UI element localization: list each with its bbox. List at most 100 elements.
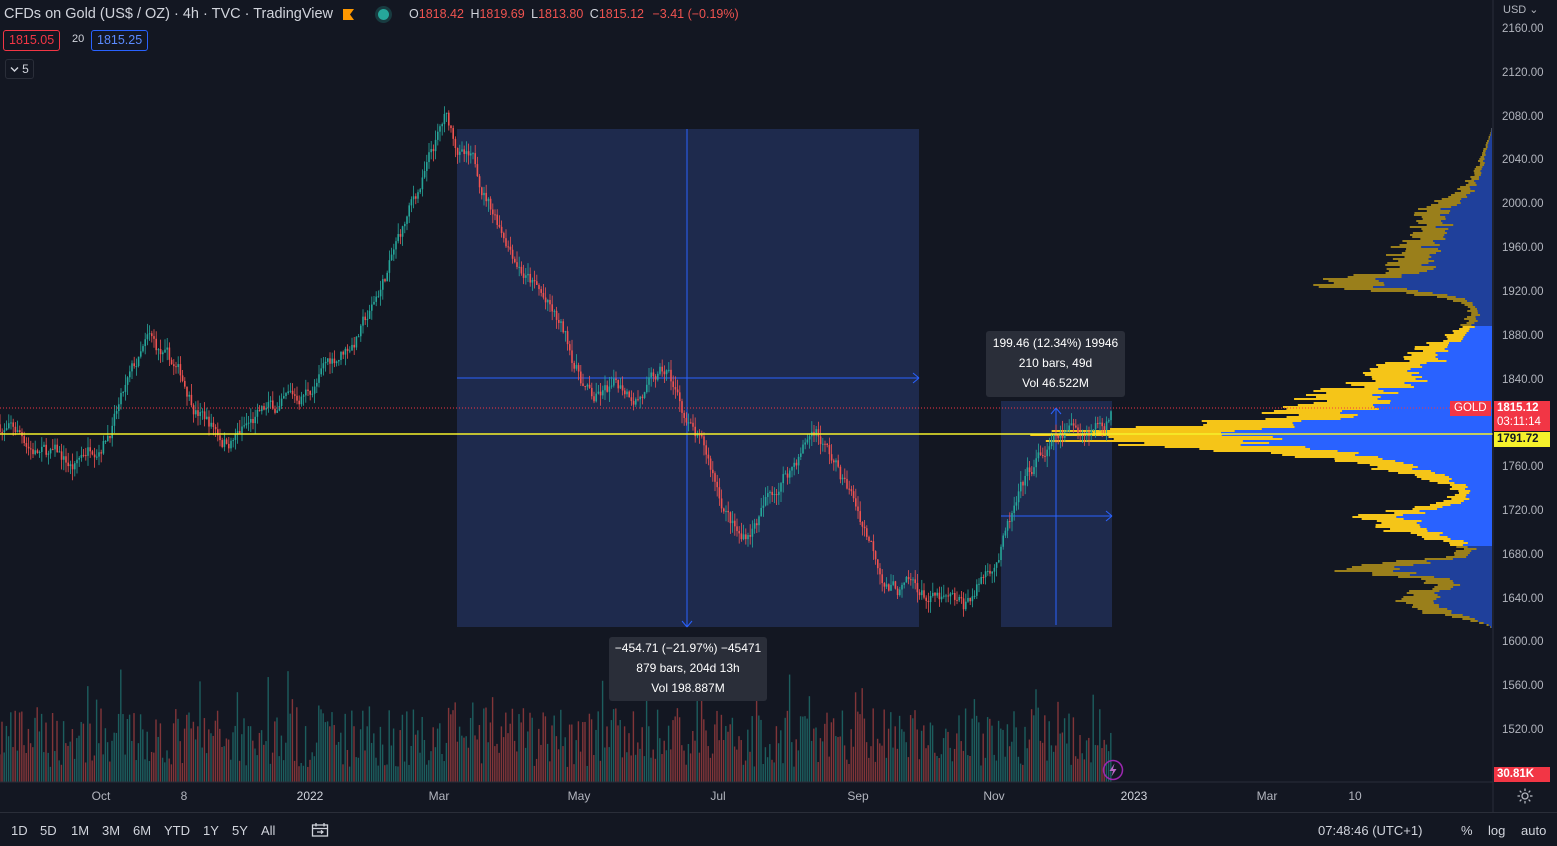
candle-body [745,534,747,540]
candle-body [109,435,111,439]
candle-body [610,385,613,387]
volume-profile-up-row [1453,224,1492,226]
volume-bar [577,721,580,782]
price-tick: 1600.00 [1502,636,1544,649]
volume-bar [513,740,516,782]
volume-profile-down-row [1437,584,1461,586]
volume-profile-down-row [1445,614,1463,616]
volume-profile-down-row [1421,228,1449,230]
gear-icon[interactable] [1516,787,1534,810]
volume-bar [755,668,758,782]
volume-profile-up-row [1463,336,1492,338]
volume-profile-down-row [1326,392,1399,394]
volume-profile-up-row [1384,284,1492,286]
volume-bar [469,717,472,782]
volume-bar [307,766,309,782]
volume-profile-up-row [1382,458,1492,460]
candle-body [63,456,65,460]
indicators-toggle-button[interactable]: 5 [5,59,34,79]
candle-body [527,273,529,276]
range-button-1d[interactable]: 1D [11,823,28,838]
range-button-5d[interactable]: 5D [40,823,57,838]
volume-profile-down-row [1416,476,1450,478]
volume-bar [967,755,969,782]
symbol-title[interactable]: CFDs on Gold (US$ / OZ) · 4h · TVC · Tra… [4,6,334,22]
volume-bar [36,707,38,782]
last-price-marker: 1815.12 03:11:14 [1494,401,1550,431]
volume-bar [718,740,720,782]
volume-bar [654,758,657,782]
volume-profile-down-row [1483,148,1487,150]
volume-bar [452,710,454,782]
volume-profile-down-row [1403,356,1436,358]
volume-profile-up-row [1461,340,1492,342]
candle-body [133,363,135,367]
range-button-1m[interactable]: 1M [71,823,90,838]
candle-body [230,440,232,449]
volume-bar [916,729,918,782]
volume-profile-up-row [1417,290,1492,292]
volume-bar [474,735,476,782]
volume-profile-down-row [1412,236,1444,238]
range-button-1y[interactable]: 1Y [203,823,219,838]
log-toggle[interactable]: log [1488,823,1506,838]
volume-profile-down-row [1462,618,1475,620]
volume-bar [599,760,602,782]
range-button-ytd[interactable]: YTD [164,823,190,838]
volume-bar [392,728,395,782]
candle-body [976,584,978,596]
volume-bar [676,708,679,782]
volume-bar [280,735,283,782]
volume-profile-up-row [1358,452,1492,454]
candle-body [767,493,769,498]
percent-toggle[interactable]: % [1461,823,1473,838]
volume-profile-up-row [1282,438,1492,440]
candle-body [148,333,151,335]
volume-bar [956,733,958,782]
sell-price-button[interactable]: 1815.05 [3,30,61,51]
volume-bar [505,712,507,782]
currency-selector[interactable]: USD ⌄ [1503,4,1539,16]
volume-bar [832,718,835,782]
candle-body [487,198,490,202]
lightning-icon[interactable] [1102,759,1124,786]
clock-timezone[interactable]: 07:48:46 (UTC+1) [1318,823,1423,838]
candle-body [685,417,688,423]
volume-bar [892,747,894,782]
volume-bar [714,724,716,782]
range-button-3m[interactable]: 3M [102,823,121,838]
candle-body [100,452,102,454]
date-range-icon[interactable] [311,822,329,841]
candle-body [808,436,811,440]
candle-body [331,358,333,364]
range-button-all[interactable]: All [261,823,276,838]
range-button-6m[interactable]: 6M [133,823,152,838]
candle-body [905,576,908,583]
volume-bar [511,708,514,782]
volume-bar [155,719,157,782]
volume-bar [478,725,481,782]
range-button-5y[interactable]: 5Y [232,823,248,838]
volume-profile-down-row [1386,254,1430,256]
volume-bar [527,731,529,782]
candle-body [195,410,197,415]
candle-body [0,424,1,432]
volume-bar [38,731,41,782]
volume-bar [771,759,773,782]
candle-body [991,571,993,574]
volume-profile-up-row [1462,338,1492,340]
volume-bar [694,740,696,782]
buy-price-button[interactable]: 1815.25 [91,30,149,51]
volume-bar [573,764,575,782]
flag-icon[interactable] [343,8,355,20]
volume-bar [254,748,256,782]
volume-profile-down-row [1286,408,1379,410]
volume-profile-up-row [1413,564,1492,566]
volume-profile-up-row [1454,482,1492,484]
price-tick: 1880.00 [1502,329,1544,342]
volume-profile-down-row [1318,286,1374,288]
volume-profile-down-row [1203,424,1294,426]
volume-profile-down-row [1399,266,1436,268]
auto-toggle[interactable]: auto [1521,823,1547,838]
